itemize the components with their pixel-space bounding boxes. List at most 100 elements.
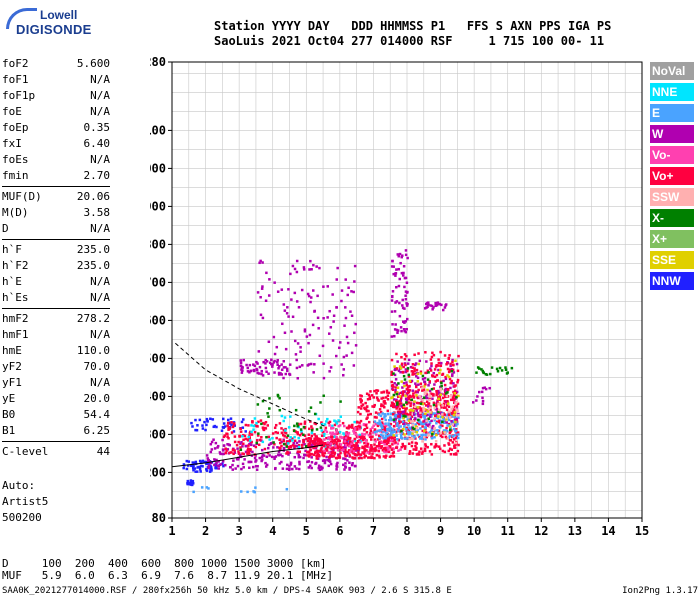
echo-point [395,383,399,387]
echo-point [390,436,394,439]
echo-point [440,406,443,409]
echo-point [252,363,255,366]
echo-point [205,469,209,472]
echo-point [403,357,407,361]
echo-point [384,422,387,425]
echo-point [268,397,271,400]
echo-point [218,451,222,454]
echo-point [353,456,357,460]
echo-point [344,436,348,440]
param-value: N/A [90,376,110,389]
echo-point [418,407,421,410]
echo-point [403,447,407,450]
echo-point [307,466,311,469]
echo-point [448,428,452,432]
y-tick-label: 1100 [150,123,166,137]
echo-point [441,404,444,407]
echo-point [430,435,433,439]
echo-point [452,453,456,456]
echo-point [358,424,362,427]
echo-point [302,433,305,437]
echo-point [246,366,250,370]
echo-point [415,394,418,397]
echo-point [307,294,311,298]
echo-point [353,432,356,435]
echo-point [453,394,456,398]
echo-point [443,354,447,357]
echo-point [335,354,338,358]
echo-point [434,301,437,305]
echo-point [404,330,408,334]
echo-point [346,459,349,462]
echo-point [476,395,479,398]
echo-point [237,456,240,460]
echo-point [392,385,395,388]
echo-point [448,425,452,428]
echo-point [406,391,410,395]
echo-point [198,459,202,463]
echo-point [298,365,302,369]
echo-point [421,412,424,415]
echo-point [407,419,411,422]
ionogram-chart: 1234567891011121314158020030040050060070… [150,55,649,538]
echo-point [341,421,345,425]
echo-point [383,428,387,432]
echo-point [411,366,415,370]
echo-point [455,400,459,404]
echo-point [330,433,333,436]
echo-point [431,426,434,430]
echo-point [430,364,433,368]
echo-point [366,398,370,401]
echo-point [249,369,253,373]
echo-point [228,426,231,429]
echo-point [362,428,366,432]
echo-point [265,455,269,459]
echo-point [194,428,197,432]
y-tick-label: 900 [150,199,166,213]
echo-point [318,266,321,270]
echo-point [326,446,329,449]
echo-point [498,366,502,370]
echo-point [315,435,318,438]
echo-point [424,443,427,446]
echo-point [446,374,449,377]
echo-point [348,466,351,470]
echo-point [421,399,425,402]
echo-point [438,421,441,424]
echo-point [429,358,433,361]
echo-point [351,426,354,429]
echo-point [309,448,312,452]
echo-point [421,440,424,443]
echo-point [209,469,213,472]
echo-point [430,362,433,365]
echo-point [426,388,429,392]
echo-point [441,413,444,416]
echo-point [363,448,367,451]
echo-point [296,377,300,380]
echo-point [233,435,237,438]
echo-point [316,437,319,440]
echo-point [404,249,408,252]
echo-point [398,301,401,305]
echo-point [484,372,488,376]
echo-point [282,447,286,451]
echo-point [373,447,376,451]
echo-point [424,444,428,448]
echo-point [452,438,456,441]
echo-point [274,431,278,434]
echo-point [447,402,450,405]
echo-point [425,435,429,439]
echo-point [312,446,315,450]
echo-point [405,383,409,387]
echo-point [321,344,325,348]
echo-point [277,450,281,454]
echo-point [386,394,390,397]
param-name: foF2 [2,57,29,70]
echo-point [412,402,416,405]
echo-point [291,444,295,447]
echo-point [399,410,402,414]
echo-point [362,446,366,450]
param-value: 235.0 [76,259,110,272]
echo-point [259,259,262,263]
echo-point [250,430,253,434]
